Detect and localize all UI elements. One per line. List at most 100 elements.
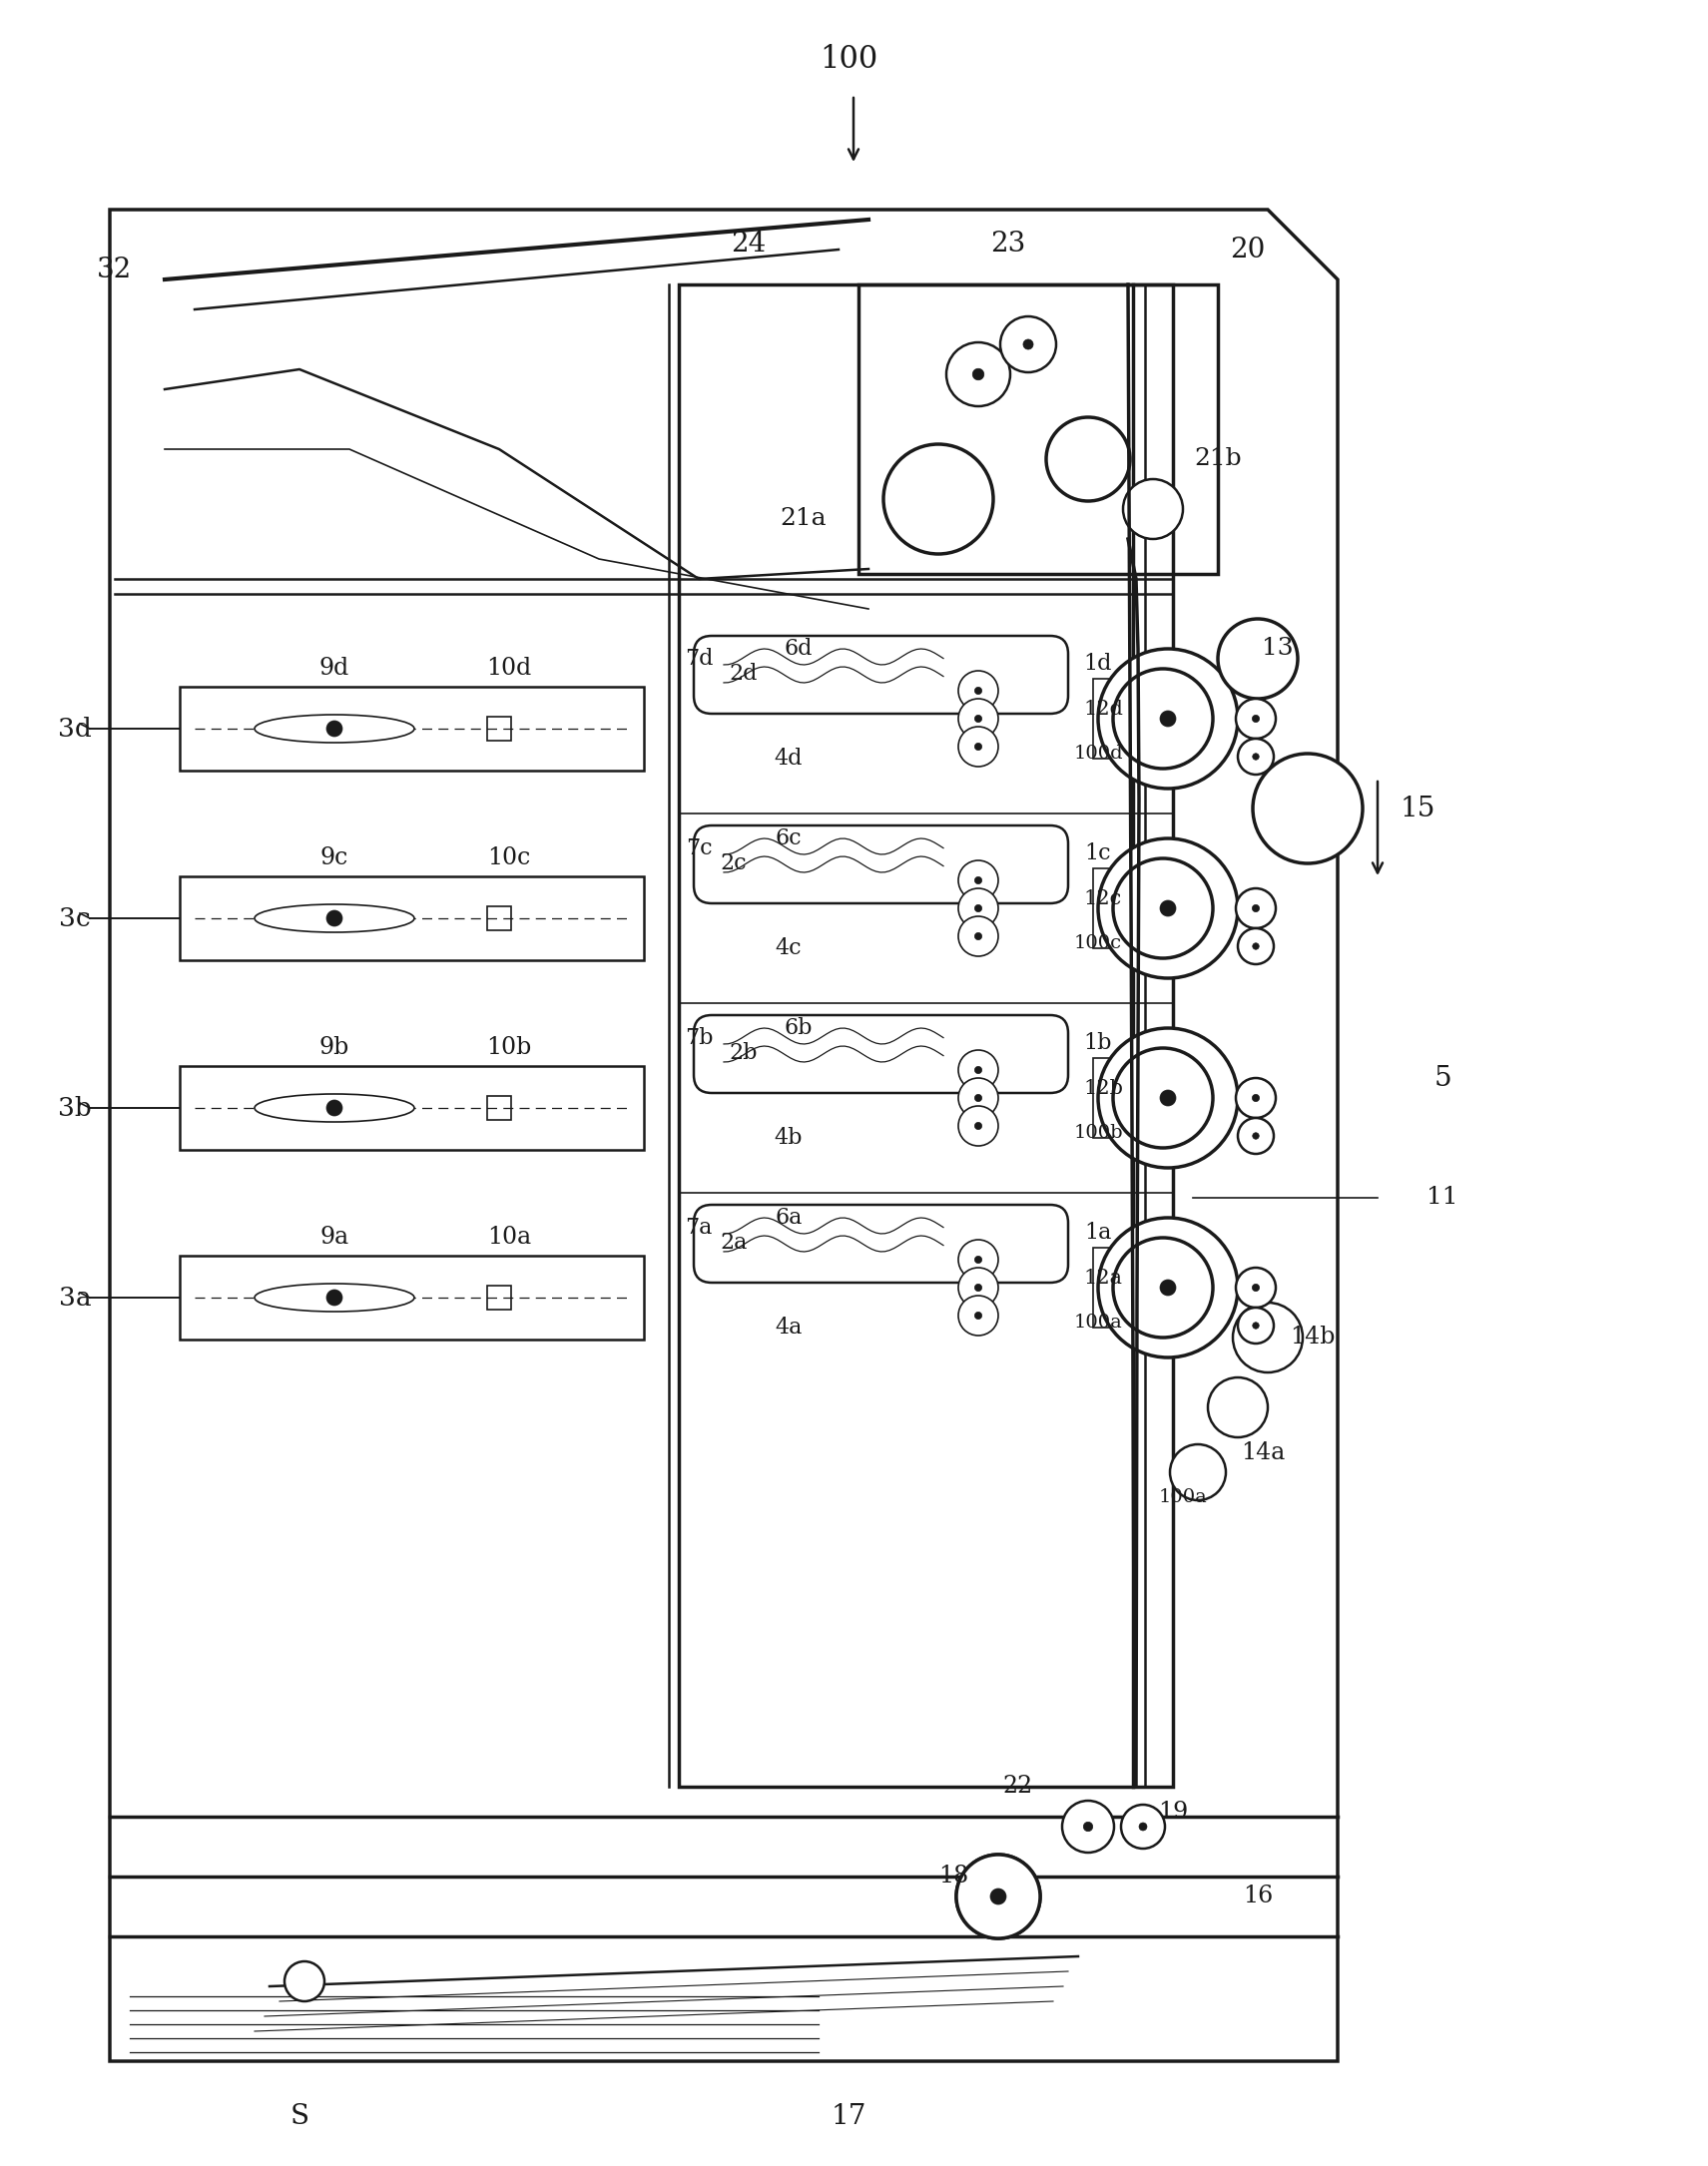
Ellipse shape [254,1284,415,1313]
Text: 100c: 100c [1074,934,1122,953]
Circle shape [1238,739,1274,775]
Circle shape [1238,1308,1274,1343]
Text: 100b: 100b [1073,1124,1122,1141]
Circle shape [958,916,997,955]
Circle shape [1252,1321,1259,1328]
Text: 4d: 4d [774,747,803,769]
Circle shape [326,1100,342,1115]
Text: 2b: 2b [729,1042,758,1064]
Text: 12c: 12c [1085,888,1122,908]
Circle shape [1233,1302,1303,1373]
Bar [179,1066,644,1150]
Circle shape [975,877,982,884]
Circle shape [975,1122,982,1128]
Ellipse shape [254,715,415,743]
Bar [1093,869,1120,949]
Circle shape [1252,754,1259,760]
Text: 24: 24 [731,232,767,258]
Circle shape [1237,888,1276,929]
Circle shape [1252,1094,1259,1102]
Circle shape [1098,650,1238,788]
Text: 19: 19 [1158,1800,1189,1824]
Text: 10b: 10b [487,1038,531,1059]
Circle shape [958,671,997,710]
Circle shape [958,1267,997,1308]
Circle shape [958,1051,997,1089]
Text: 4b: 4b [774,1126,803,1148]
Text: 22: 22 [1003,1776,1033,1798]
Circle shape [958,1295,997,1336]
Text: 100a: 100a [1158,1488,1208,1505]
Circle shape [1139,1822,1148,1830]
Bar [179,877,644,960]
Circle shape [1238,929,1274,964]
Text: S: S [290,2103,309,2129]
Circle shape [958,700,997,739]
Text: 6d: 6d [784,637,813,661]
Text: 7c: 7c [685,838,712,860]
Circle shape [1114,858,1213,957]
Circle shape [1160,1280,1175,1295]
Text: 4a: 4a [775,1317,803,1339]
Circle shape [975,715,982,721]
Circle shape [326,910,342,927]
Bar [179,1256,644,1339]
Circle shape [975,1256,982,1263]
Text: 7a: 7a [685,1217,712,1239]
Circle shape [1114,1237,1213,1339]
Circle shape [975,687,982,695]
Bar [1093,678,1120,758]
Circle shape [1124,479,1184,539]
Text: 3c: 3c [60,905,91,931]
Text: 10c: 10c [487,847,531,871]
Text: 2c: 2c [721,853,746,875]
Bar [678,284,1173,1787]
Bar [487,1287,511,1310]
Text: 12b: 12b [1083,1079,1122,1098]
Circle shape [1114,1048,1213,1148]
Circle shape [1001,316,1056,373]
Circle shape [991,1889,1006,1904]
Bar [859,284,1218,574]
Circle shape [1237,1267,1276,1308]
Text: 14a: 14a [1240,1440,1284,1464]
Circle shape [975,1066,982,1074]
Circle shape [1252,754,1363,864]
Text: 21a: 21a [781,507,827,531]
Circle shape [1023,340,1033,349]
Text: 3d: 3d [58,717,92,741]
Circle shape [1098,838,1238,979]
Circle shape [975,934,982,940]
Circle shape [1098,1217,1238,1358]
Text: 15: 15 [1401,795,1435,821]
Bar [179,687,644,771]
Text: 100a: 100a [1074,1313,1122,1332]
Circle shape [1218,619,1298,700]
Text: 16: 16 [1243,1884,1272,1908]
Circle shape [1252,715,1259,721]
Text: 10d: 10d [487,656,531,680]
Circle shape [1114,669,1213,769]
Text: 6a: 6a [775,1206,803,1228]
Circle shape [1098,1029,1238,1167]
Circle shape [972,368,984,379]
Circle shape [1238,1118,1274,1154]
Circle shape [1252,942,1259,949]
Circle shape [326,721,342,736]
Text: 7d: 7d [685,648,712,669]
Text: 100: 100 [820,45,878,76]
Circle shape [1237,1079,1276,1118]
Circle shape [1120,1804,1165,1848]
Text: 5: 5 [1433,1064,1452,1092]
Text: 9c: 9c [321,847,348,871]
Text: 17: 17 [830,2103,866,2129]
Circle shape [285,1962,325,2001]
Circle shape [1083,1822,1093,1830]
Ellipse shape [254,905,415,931]
Text: 6b: 6b [784,1018,813,1040]
Circle shape [958,726,997,767]
Ellipse shape [254,1094,415,1122]
Bar [487,717,511,741]
Text: 1c: 1c [1085,843,1112,864]
Circle shape [1237,700,1276,739]
